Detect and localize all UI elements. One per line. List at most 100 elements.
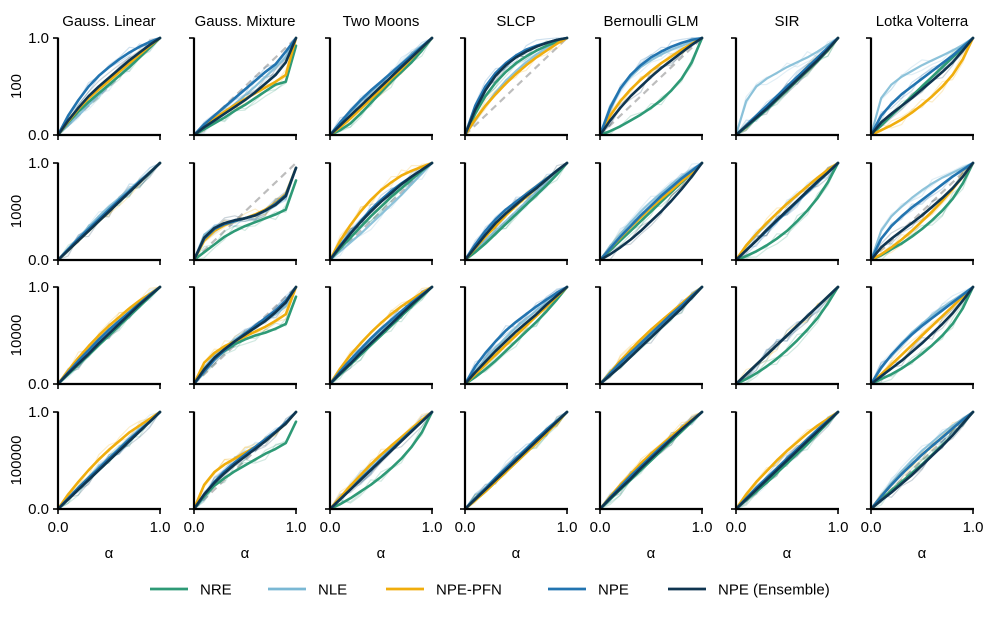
x-tick-label: 0.0	[320, 519, 341, 536]
panel: 0.0 1.0 α	[320, 410, 442, 562]
panel: 0.0 1.0 α	[861, 410, 984, 562]
x-tick-label: 1.0	[692, 519, 713, 536]
run-trace	[464, 37, 568, 136]
panel	[866, 285, 975, 389]
series-line-nre	[463, 285, 569, 386]
run-trace	[599, 37, 703, 136]
series-line-npe-ensemble	[56, 36, 162, 137]
series-line-npe-ensemble	[56, 161, 162, 262]
run-trace	[599, 37, 703, 136]
y-tick-label: 1.0	[28, 279, 49, 296]
series-line-npe-ensemble	[56, 410, 162, 511]
series-line-npe-pfn	[869, 285, 975, 386]
run-trace	[329, 411, 433, 510]
x-tick-label: 0.0	[455, 519, 476, 536]
panel: 0.0 1.0 0.0 1.0 α	[28, 404, 170, 562]
series-line-nre	[192, 179, 298, 262]
series-line-nre	[598, 36, 704, 137]
reference-diagonal	[464, 37, 568, 136]
legend-item: NRE	[150, 582, 232, 599]
series-line-npe-ensemble	[328, 410, 434, 511]
row-label: 100	[8, 74, 25, 99]
run-trace	[735, 286, 839, 385]
x-tick-label: 1.0	[963, 519, 984, 536]
run-trace	[599, 37, 702, 136]
run-trace	[464, 37, 568, 136]
run-trace	[735, 286, 839, 385]
series-line-npe-ensemble	[192, 36, 298, 137]
series-line-npe-pfn	[56, 410, 162, 511]
run-trace	[599, 37, 703, 136]
panel	[595, 161, 704, 265]
run-trace	[464, 411, 568, 510]
column-title: Gauss. Linear	[62, 13, 155, 30]
run-trace	[871, 162, 974, 261]
run-trace	[464, 37, 568, 136]
series-line-npe-ensemble	[869, 161, 975, 262]
panel	[866, 161, 975, 265]
run-trace	[599, 37, 702, 136]
series-line-npe-ensemble	[734, 36, 840, 137]
run-trace	[870, 162, 974, 261]
series-line-npe	[56, 36, 162, 137]
run-trace	[870, 162, 974, 261]
run-trace	[193, 296, 297, 385]
run-trace	[870, 162, 974, 261]
series-line-npe-ensemble	[192, 285, 298, 386]
series-line-nre	[869, 285, 975, 386]
series-line-npe	[598, 285, 704, 386]
series-line-npe-pfn	[869, 161, 975, 262]
series-line-npe-ensemble	[598, 161, 704, 262]
series-line-npe	[598, 161, 704, 262]
run-trace	[464, 37, 568, 136]
run-trace	[870, 162, 974, 261]
run-trace	[464, 37, 568, 136]
y-tick-label: 1.0	[28, 155, 49, 172]
series-line-nle	[734, 36, 840, 137]
series-line-npe	[463, 36, 569, 137]
reference-diagonal	[599, 37, 703, 136]
panel	[325, 285, 434, 389]
column-title: Two Moons	[343, 13, 420, 30]
row-label: 100000	[8, 435, 25, 485]
y-tick-label: 0.0	[28, 252, 49, 269]
x-tick-label: 0.0	[184, 519, 205, 536]
series-line-npe-ensemble	[734, 285, 840, 386]
panel	[595, 285, 704, 389]
series-line-npe-ensemble	[869, 410, 975, 511]
run-trace	[870, 162, 974, 261]
series-line-nre	[328, 410, 434, 511]
series-line-npe-ensemble	[463, 410, 569, 511]
panel: Gauss. Linear 0.0 1.0	[28, 13, 162, 144]
series-line-npe-ensemble	[734, 161, 840, 262]
panel: Bernoulli GLM	[595, 13, 704, 140]
series-line-npe-pfn	[192, 285, 298, 386]
series-line-nre	[192, 420, 298, 511]
x-tick-label: 1.0	[286, 519, 307, 536]
run-trace	[870, 286, 974, 385]
x-axis-label: α	[783, 545, 792, 562]
run-trace	[870, 162, 974, 261]
series-line-npe-ensemble	[734, 410, 840, 511]
series-line-nre	[328, 36, 434, 137]
run-trace	[599, 37, 703, 136]
panel	[731, 161, 840, 265]
series-line-npe	[598, 36, 704, 137]
x-tick-label: 0.0	[48, 519, 69, 536]
x-tick-label: 0.0	[861, 519, 882, 536]
series-line-nre	[192, 44, 298, 137]
run-trace	[870, 162, 974, 261]
series-line-npe-pfn	[328, 285, 434, 386]
series-line-nre	[734, 161, 840, 262]
panel: SLCP	[460, 13, 569, 140]
series-line-nle	[463, 161, 569, 262]
column-title: Bernoulli GLM	[603, 13, 698, 30]
series-line-npe-ensemble	[598, 285, 704, 386]
series-line-npe-pfn	[328, 161, 434, 262]
series-line-npe-ensemble	[192, 410, 298, 511]
series-line-npe-ensemble	[463, 285, 569, 386]
series-line-nre	[328, 161, 434, 262]
run-trace	[464, 37, 568, 136]
run-trace	[599, 37, 703, 136]
